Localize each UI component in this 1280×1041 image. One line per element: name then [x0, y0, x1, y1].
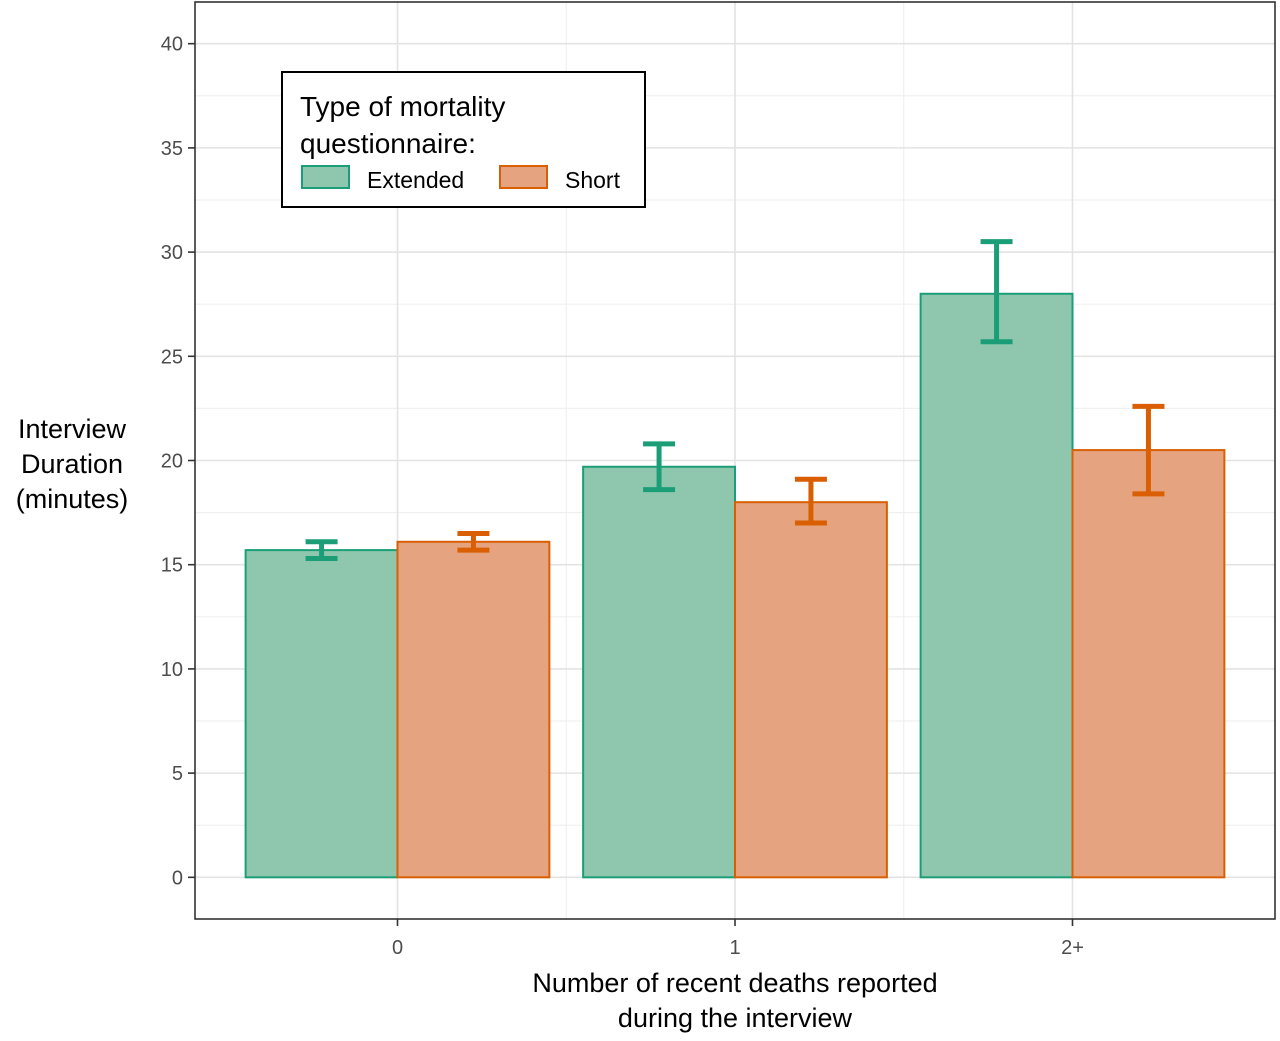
error-bar-short-1 [794, 476, 827, 526]
legend-label-extended: Extended [367, 167, 464, 193]
y-tick-label: 25 [161, 346, 183, 368]
y-tick-label: 40 [161, 34, 183, 56]
legend-title-line-1: Type of mortality [300, 91, 505, 122]
bar-short-1 [734, 501, 888, 879]
error-bar-extended-2 [980, 239, 1013, 345]
x-axis-title: Number of recent deaths reported during … [532, 968, 937, 1033]
y-axis-title-line-1: Interview [18, 414, 127, 444]
y-tick-label: 10 [161, 659, 183, 681]
bar-extended-1 [582, 465, 736, 879]
x-axis: 0 1 2+ [392, 919, 1084, 959]
x-axis-title-line-2: during the interview [618, 1003, 853, 1033]
y-axis-title-line-3: (minutes) [16, 484, 129, 514]
bar-extended-2 [919, 292, 1074, 879]
x-tick-label: 1 [729, 937, 740, 959]
legend-key-extended [301, 165, 350, 189]
y-axis-title-line-2: Duration [21, 449, 123, 479]
y-axis-title: Interview Duration (minutes) [16, 414, 129, 514]
bar-short-0 [396, 540, 551, 879]
legend: Type of mortality questionnaire: Extende… [281, 71, 646, 208]
legend-label-short: Short [565, 167, 621, 193]
y-tick-label: 5 [172, 763, 183, 785]
bars-layer [244, 292, 1226, 879]
error-bar-short-0 [457, 530, 490, 553]
error-bar-extended-0 [305, 539, 338, 561]
error-bar-extended-1 [643, 441, 676, 493]
bar-extended-0 [244, 549, 399, 879]
y-axis: 0 5 10 15 20 25 30 35 40 [161, 34, 195, 889]
error-bar-short-2 [1132, 403, 1165, 497]
y-tick-label: 20 [161, 451, 183, 473]
y-tick-label: 15 [161, 555, 183, 577]
y-tick-label: 30 [161, 242, 183, 264]
legend-key-short [499, 165, 548, 189]
y-tick-label: 35 [161, 138, 183, 160]
y-tick-label: 0 [172, 867, 183, 889]
x-tick-label: 2+ [1061, 937, 1084, 959]
bar-short-2 [1071, 449, 1226, 879]
legend-title-line-2: questionnaire: [300, 128, 476, 159]
x-tick-label: 0 [392, 937, 403, 959]
x-axis-title-line-1: Number of recent deaths reported [532, 968, 937, 998]
error-bars-layer [305, 239, 1165, 561]
